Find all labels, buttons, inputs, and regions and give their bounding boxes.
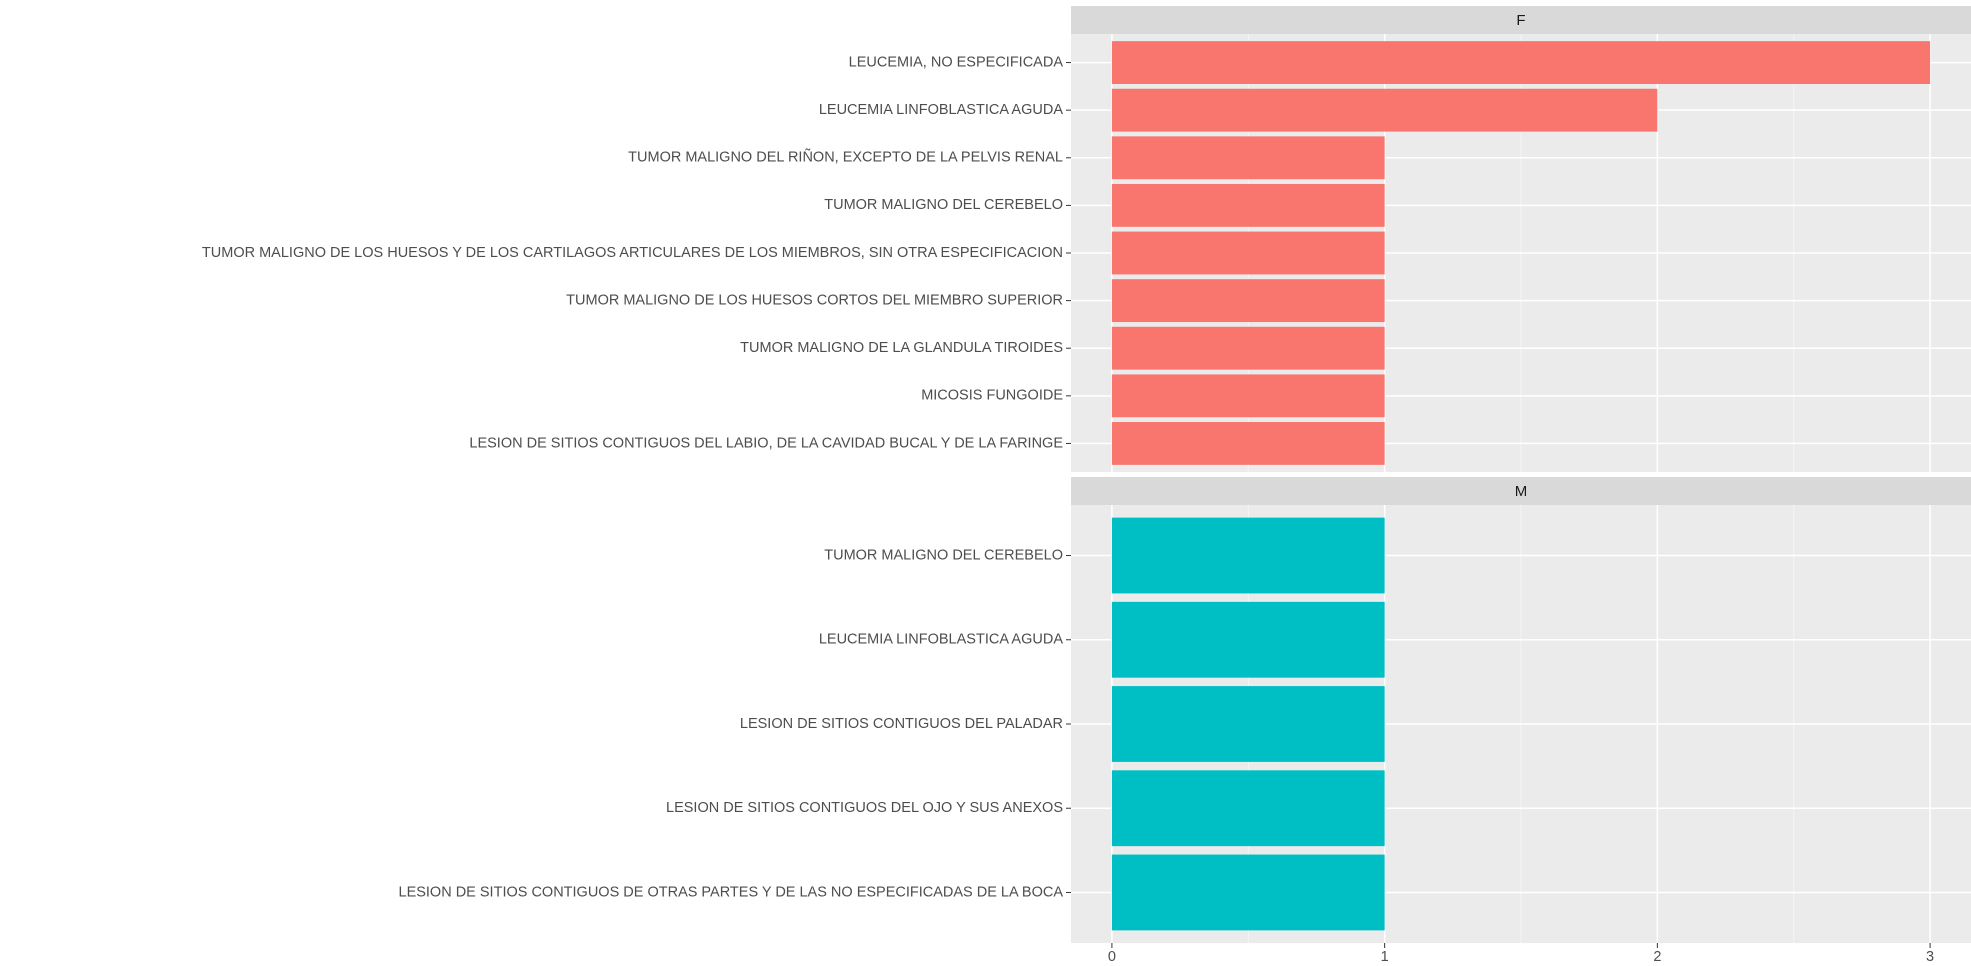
facet-label: M (1515, 483, 1528, 500)
bar (1111, 183, 1385, 227)
facet-strip (1071, 6, 1971, 34)
y-tick-label: LEUCEMIA, NO ESPECIFICADA (849, 54, 1064, 70)
y-tick-label: LEUCEMIA LINFOBLASTICA AGUDA (819, 102, 1063, 118)
x-tick-label: 1 (1381, 949, 1389, 965)
x-tick-label: 2 (1653, 949, 1661, 965)
bar (1111, 88, 1658, 132)
y-tick-label: LESION DE SITIOS CONTIGUOS DEL LABIO, DE… (469, 435, 1063, 451)
y-tick-label: TUMOR MALIGNO DE LA GLANDULA TIROIDES (740, 340, 1063, 356)
bar (1111, 601, 1385, 678)
bar (1111, 854, 1385, 931)
bar (1111, 279, 1385, 323)
y-tick-label: TUMOR MALIGNO DE LOS HUESOS Y DE LOS CAR… (202, 245, 1063, 261)
y-tick-label: TUMOR MALIGNO DEL RIÑON, EXCEPTO DE LA P… (628, 149, 1063, 166)
y-tick-label: TUMOR MALIGNO DEL CEREBELO (824, 547, 1063, 563)
x-tick-label: 0 (1108, 949, 1116, 965)
bar (1111, 686, 1385, 762)
y-tick-label: LESION DE SITIOS CONTIGUOS DEL OJO Y SUS… (666, 800, 1063, 816)
y-tick-label: MICOSIS FUNGOIDE (921, 388, 1063, 404)
y-tick-label: LESION DE SITIOS CONTIGUOS DE OTRAS PART… (399, 884, 1064, 900)
bar (1111, 41, 1931, 84)
bar (1111, 374, 1385, 418)
bar (1111, 326, 1385, 370)
bar (1111, 422, 1385, 465)
bar (1111, 136, 1385, 180)
y-tick-label: TUMOR MALIGNO DE LOS HUESOS CORTOS DEL M… (566, 292, 1063, 308)
y-tick-label: LEUCEMIA LINFOBLASTICA AGUDA (819, 632, 1063, 648)
bar (1111, 517, 1385, 594)
facet-strip (1071, 477, 1971, 505)
x-tick-label: 3 (1926, 949, 1934, 965)
facet-label: F (1516, 12, 1525, 29)
y-tick-label: LESION DE SITIOS CONTIGUOS DEL PALADAR (740, 716, 1063, 732)
y-tick-label: TUMOR MALIGNO DEL CEREBELO (824, 197, 1063, 213)
bar (1111, 231, 1385, 275)
bar (1111, 770, 1385, 847)
